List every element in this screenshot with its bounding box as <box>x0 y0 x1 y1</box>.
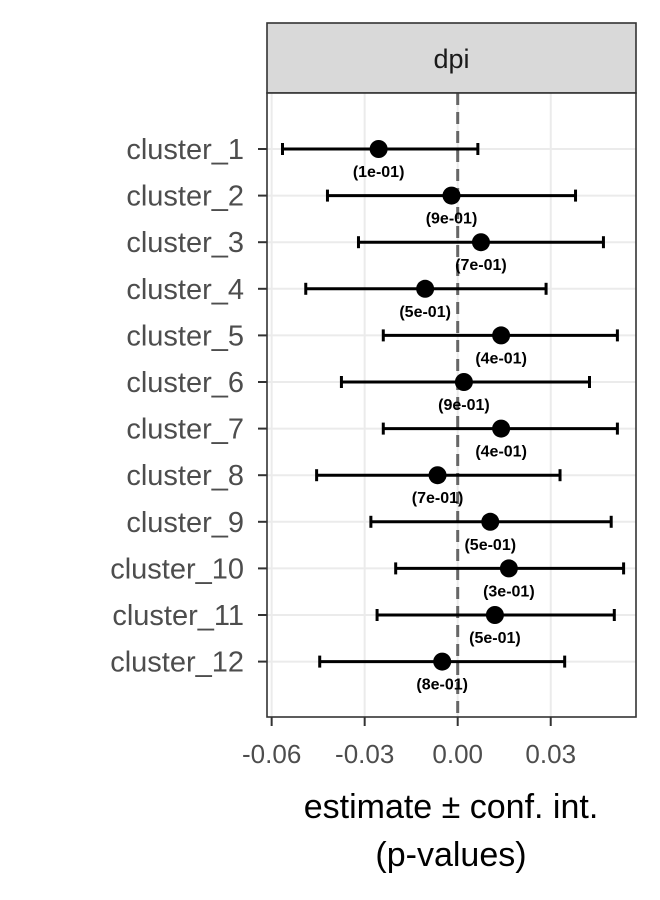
estimate-point-11 <box>485 606 504 624</box>
x-tick-label-1: -0.03 <box>335 739 394 769</box>
y-category-label-1: cluster_1 <box>126 134 244 166</box>
estimate-point-3 <box>471 233 490 252</box>
x-tick-label-2: 0.00 <box>432 739 483 769</box>
y-category-label-3: cluster_3 <box>126 227 244 259</box>
y-category-label-2: cluster_2 <box>126 181 244 213</box>
estimate-point-1 <box>369 140 388 158</box>
x-tick-label-0: -0.06 <box>242 739 301 769</box>
estimate-point-5 <box>492 326 511 345</box>
x-axis-title-line2: (p-values) <box>375 836 526 874</box>
estimate-point-9 <box>481 512 500 531</box>
estimate-point-2 <box>442 186 461 205</box>
y-category-label-9: cluster_9 <box>126 507 244 539</box>
pvalue-label-7: (4e-01) <box>475 444 527 461</box>
y-category-label-7: cluster_7 <box>126 414 244 446</box>
pvalue-label-10: (3e-01) <box>483 583 535 600</box>
y-category-label-11: cluster_11 <box>112 600 244 632</box>
estimate-point-10 <box>499 559 518 578</box>
estimate-point-8 <box>428 466 447 485</box>
y-category-label-8: cluster_8 <box>126 460 244 492</box>
x-tick-label-3: 0.03 <box>525 739 576 769</box>
estimate-point-12 <box>433 652 452 671</box>
panel-border <box>266 92 637 718</box>
y-category-label-5: cluster_5 <box>126 320 244 352</box>
y-category-label-12: cluster_12 <box>110 647 244 679</box>
pvalue-label-1: (1e-01) <box>353 164 405 181</box>
pvalue-label-4: (5e-01) <box>399 304 451 321</box>
facet-strip <box>266 22 637 94</box>
pvalue-label-5: (4e-01) <box>475 350 527 367</box>
y-axis: cluster_1 cluster_2 cluster_3 cluster_4clus… <box>110 134 267 679</box>
estimate-point-6 <box>454 373 473 391</box>
estimate-point-4 <box>416 279 435 298</box>
y-category-label-10: cluster_10 <box>110 553 244 585</box>
pvalue-label-3: (7e-01) <box>455 257 507 274</box>
pvalue-label-12: (8e-01) <box>416 677 468 694</box>
x-axis-title-line1: estimate ± conf. int. <box>304 788 599 826</box>
pvalue-label-8: (7e-01) <box>412 490 464 507</box>
data-marks: (1e-01) (9e-01) (7e-01) (5e-01) (4e-01) (9e-0… <box>281 140 626 694</box>
estimate-point-7 <box>492 419 511 438</box>
x-axis: -0.06 -0.03 0.00 0.03 <box>242 717 576 769</box>
facet-label: dpi <box>433 44 469 74</box>
pvalue-label-9: (5e-01) <box>464 537 516 554</box>
pvalue-label-11: (5e-01) <box>469 630 521 647</box>
y-category-label-4: cluster_4 <box>126 274 244 306</box>
pvalue-label-6: (9e-01) <box>438 397 490 414</box>
pvalue-label-2: (9e-01) <box>426 211 478 228</box>
y-category-label-6: cluster_6 <box>126 367 244 399</box>
